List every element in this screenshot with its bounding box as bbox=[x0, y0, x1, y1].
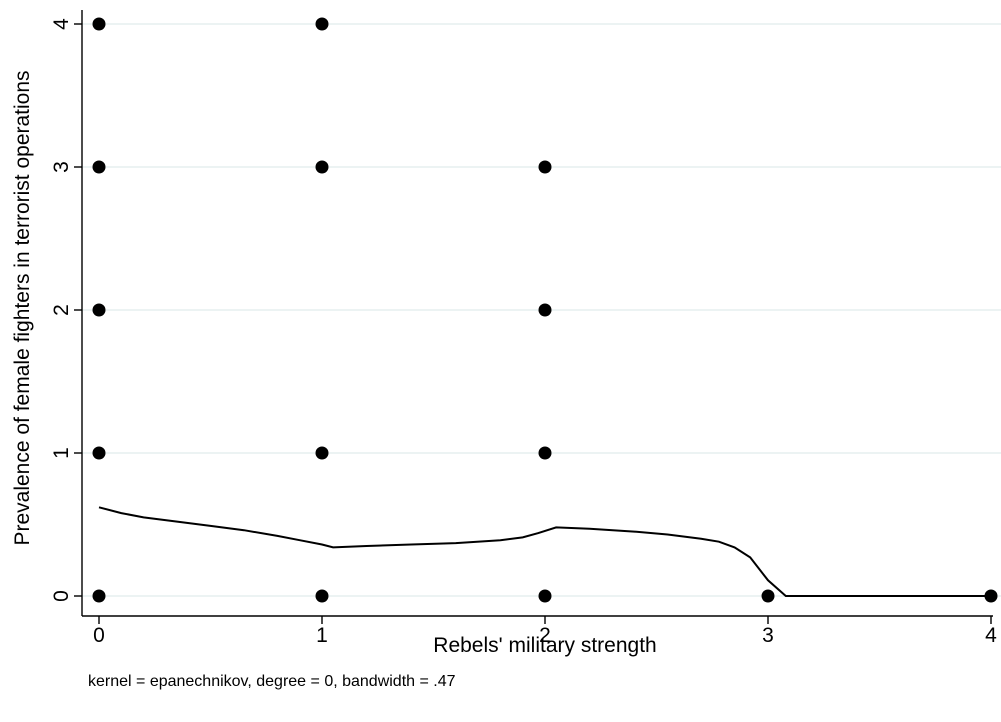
data-point-6 bbox=[538, 303, 552, 317]
x-tick-label-1: 1 bbox=[316, 624, 328, 647]
data-point-9 bbox=[538, 446, 552, 460]
data-point-7 bbox=[92, 446, 106, 460]
y-axis-label: Prevalence of female fighters in terrori… bbox=[11, 70, 34, 545]
x-tick-label-2: 2 bbox=[539, 624, 551, 647]
x-axis-label: Rebels' military strength bbox=[433, 634, 656, 657]
data-point-10 bbox=[92, 589, 106, 603]
y-tick-label-1: 1 bbox=[50, 447, 73, 459]
data-point-11 bbox=[315, 589, 329, 603]
data-point-3 bbox=[315, 160, 329, 174]
data-point-1 bbox=[315, 17, 329, 31]
axes: 0 1 2 3 4 0 1 2 3 4 bbox=[50, 10, 997, 647]
data-point-12 bbox=[538, 589, 552, 603]
data-point-5 bbox=[92, 303, 106, 317]
chart-note: kernel = epanechnikov, degree = 0, bandw… bbox=[88, 673, 456, 690]
data-point-4 bbox=[538, 160, 552, 174]
data-point-13 bbox=[761, 589, 775, 603]
data-point-0 bbox=[92, 17, 106, 31]
y-tick-label-0: 0 bbox=[50, 590, 73, 602]
y-tick-label-4: 4 bbox=[50, 18, 73, 30]
lowess-line bbox=[98, 506, 991, 597]
y-tick-label-2: 2 bbox=[50, 304, 73, 316]
plot-area bbox=[92, 17, 998, 603]
x-tick-label-4: 4 bbox=[985, 624, 997, 647]
y-tick-label-3: 3 bbox=[50, 161, 73, 173]
x-tick-label-0: 0 bbox=[93, 624, 105, 647]
data-point-8 bbox=[315, 446, 329, 460]
data-point-2 bbox=[92, 160, 106, 174]
x-tick-label-3: 3 bbox=[762, 624, 774, 647]
